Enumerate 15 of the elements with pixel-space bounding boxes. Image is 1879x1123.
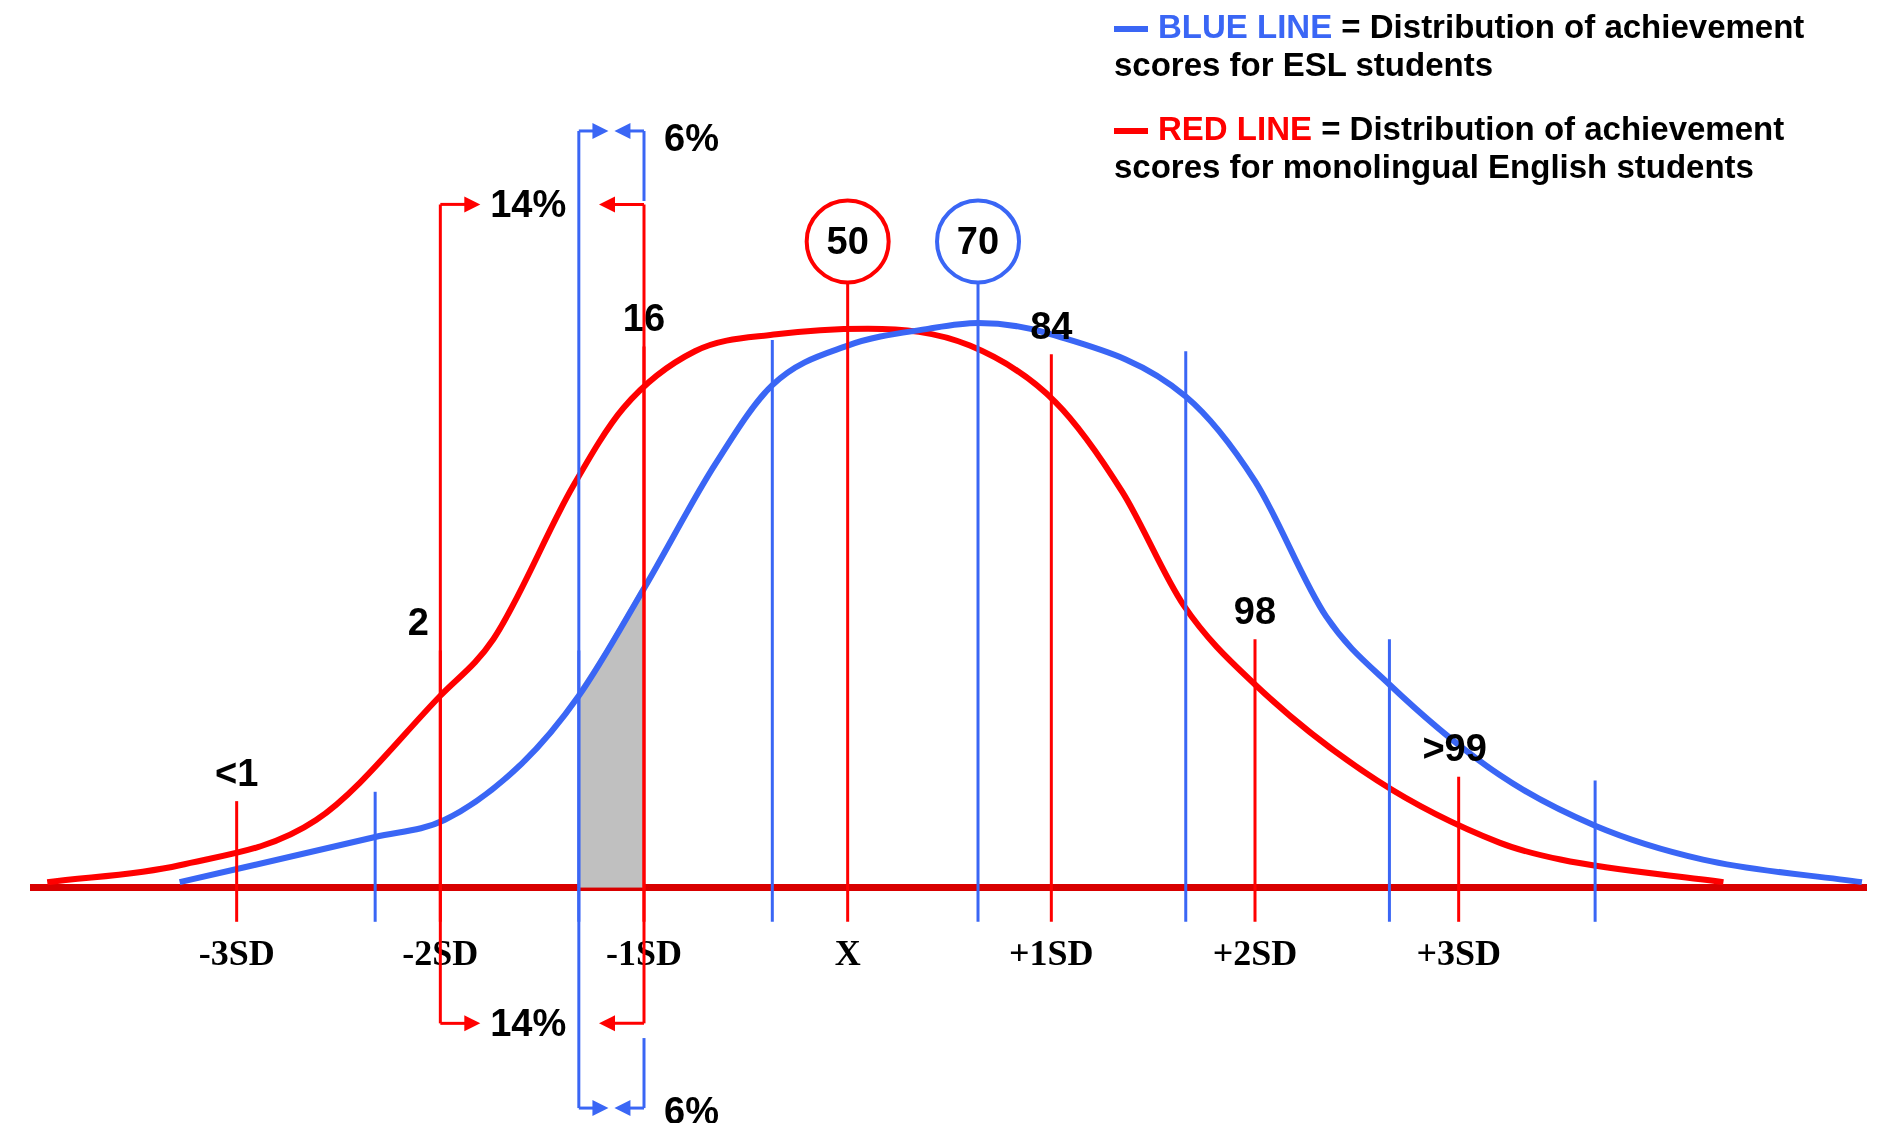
x-tick-label: -3SD	[198, 932, 275, 973]
annotation: <1	[215, 751, 259, 794]
x-tick-label: +1SD	[1009, 932, 1094, 973]
annotation: 2	[407, 601, 429, 644]
annotation: 98	[1233, 589, 1277, 632]
x-tick-label: X	[834, 932, 861, 973]
text: 14%	[490, 1001, 567, 1044]
x-tick-label: +2SD	[1212, 932, 1298, 973]
text: 70	[956, 219, 1000, 262]
text: 14%	[490, 182, 567, 225]
text: 6%	[664, 117, 719, 160]
text: 50	[826, 219, 869, 262]
x-tick-label: +3SD	[1416, 932, 1501, 973]
legend-label: BLUE LINE	[1158, 8, 1333, 45]
legend-label: RED LINE	[1158, 109, 1313, 147]
